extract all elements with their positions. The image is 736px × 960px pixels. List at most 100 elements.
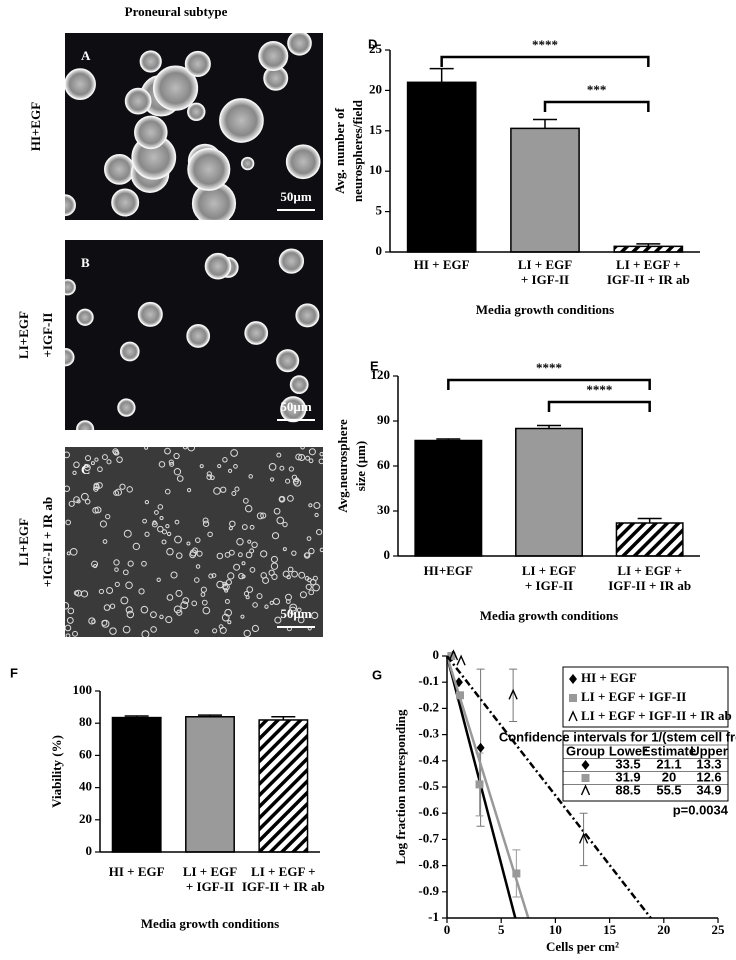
ci-table-header: Upper bbox=[690, 743, 728, 758]
y-tick-label: 5 bbox=[376, 203, 383, 218]
cell bbox=[65, 451, 71, 459]
ci-table-cell: 12.6 bbox=[696, 769, 721, 784]
cell bbox=[201, 599, 208, 606]
neurosphere bbox=[278, 248, 305, 274]
cell bbox=[170, 571, 178, 579]
y-tick-label: -0.4 bbox=[418, 752, 439, 767]
significance-label: **** bbox=[532, 37, 558, 52]
y-tick-label: -0.2 bbox=[418, 699, 439, 714]
cell bbox=[165, 524, 170, 529]
cell bbox=[159, 515, 164, 521]
cell bbox=[165, 615, 173, 624]
cell bbox=[318, 458, 323, 465]
bar bbox=[414, 439, 483, 557]
cell bbox=[73, 590, 80, 596]
neurosphere bbox=[65, 348, 75, 367]
cell bbox=[287, 495, 294, 502]
cell bbox=[247, 539, 252, 544]
cell bbox=[305, 455, 311, 461]
cell bbox=[176, 609, 183, 616]
legend bbox=[562, 666, 729, 728]
bar bbox=[613, 245, 684, 253]
cell bbox=[182, 597, 190, 605]
x-axis-title: Media growth conditions bbox=[141, 916, 279, 931]
marker bbox=[508, 688, 518, 700]
cell bbox=[144, 531, 150, 537]
cell bbox=[186, 541, 191, 546]
cell bbox=[186, 487, 192, 493]
significance-label: *** bbox=[587, 82, 607, 97]
cell bbox=[151, 521, 158, 528]
cell bbox=[238, 572, 245, 580]
panel-letter: C bbox=[81, 462, 90, 477]
cell bbox=[174, 519, 180, 525]
y-axis-title: Log fraction nonresponding bbox=[393, 709, 408, 865]
cell bbox=[173, 452, 180, 460]
cell bbox=[285, 593, 292, 601]
x-tick-label: 25 bbox=[712, 922, 726, 937]
cell bbox=[122, 569, 129, 576]
cell bbox=[144, 447, 149, 450]
cell bbox=[119, 483, 126, 490]
cell bbox=[230, 449, 239, 457]
cell bbox=[73, 461, 80, 469]
bar bbox=[515, 427, 583, 557]
cell bbox=[194, 577, 200, 583]
neurosphere bbox=[285, 144, 321, 180]
marker bbox=[456, 654, 466, 666]
cell bbox=[314, 512, 319, 518]
scale-label: 50µm bbox=[280, 189, 311, 204]
ci-table-cell: 21.1 bbox=[656, 756, 681, 771]
neurosphere bbox=[119, 341, 140, 362]
neurosphere bbox=[103, 154, 135, 185]
cell bbox=[150, 611, 157, 619]
cell bbox=[237, 552, 243, 558]
neurosphere bbox=[204, 252, 232, 280]
ci-table-cell: 31.9 bbox=[615, 769, 640, 784]
cell bbox=[84, 463, 89, 469]
cell bbox=[161, 529, 168, 535]
cell bbox=[175, 552, 183, 559]
scale-label: 50µm bbox=[280, 606, 311, 621]
cell bbox=[308, 547, 315, 555]
cell bbox=[174, 535, 182, 544]
cell bbox=[122, 625, 131, 634]
cell bbox=[94, 457, 99, 462]
micrograph: C 50µm bbox=[65, 447, 323, 637]
cell bbox=[84, 498, 91, 505]
cell bbox=[157, 504, 164, 510]
figure-title: Proneural subtype bbox=[125, 4, 228, 19]
cell bbox=[164, 488, 171, 495]
cell bbox=[231, 490, 237, 496]
significance-label: **** bbox=[536, 360, 562, 375]
cell bbox=[88, 617, 96, 625]
cell bbox=[202, 520, 210, 527]
cell bbox=[224, 608, 232, 617]
cell bbox=[207, 531, 213, 538]
cell bbox=[249, 567, 256, 573]
significance-label: **** bbox=[586, 382, 612, 397]
neurosphere bbox=[258, 40, 289, 71]
cell bbox=[113, 490, 119, 496]
cell bbox=[222, 581, 227, 587]
panel-letter: E bbox=[370, 358, 379, 373]
cell bbox=[65, 624, 72, 632]
cell bbox=[98, 588, 105, 595]
cell bbox=[158, 461, 166, 468]
cell bbox=[222, 457, 228, 463]
bar bbox=[185, 716, 235, 853]
cell bbox=[219, 626, 227, 634]
cell bbox=[127, 560, 134, 567]
x-axis-title: Media growth conditions bbox=[476, 302, 614, 317]
cell bbox=[260, 550, 268, 558]
x-tick-label: LI + EGF + IGF-II + IR ab bbox=[242, 864, 325, 894]
cell bbox=[295, 453, 303, 461]
cell bbox=[298, 571, 306, 579]
cell bbox=[256, 512, 264, 520]
error-bar bbox=[579, 812, 588, 867]
cell bbox=[125, 581, 133, 590]
cell bbox=[187, 447, 196, 452]
y-tick-label: 25 bbox=[369, 41, 383, 56]
neurosphere bbox=[244, 321, 269, 345]
cell bbox=[120, 596, 129, 605]
